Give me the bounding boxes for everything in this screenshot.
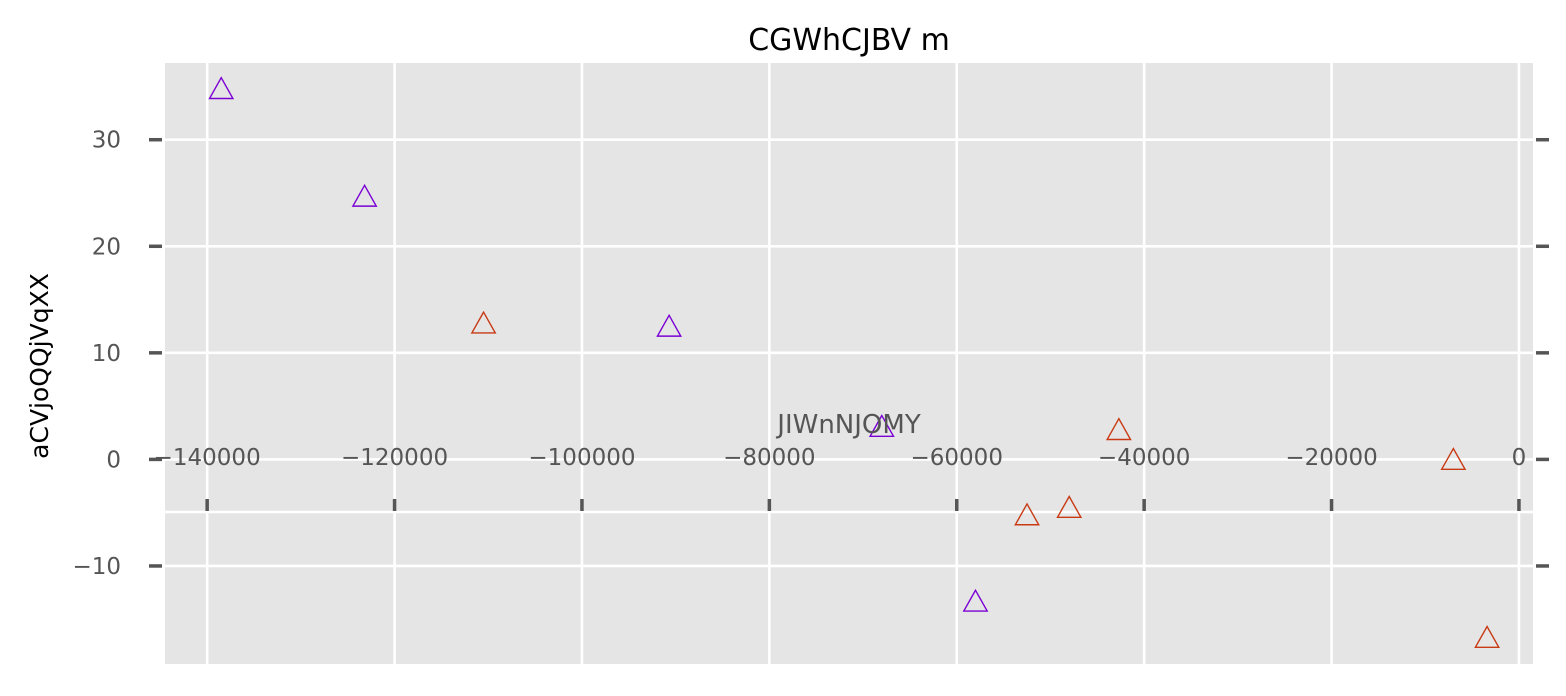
x-tick-label: −20000 (1285, 445, 1377, 471)
data-point (1440, 447, 1467, 471)
y-tick-label: −10 (72, 554, 121, 580)
y-tick-label: 30 (92, 128, 121, 154)
x-tick-label: −140000 (154, 445, 261, 471)
data-points (208, 76, 1500, 648)
y-tick-label: 10 (92, 341, 121, 367)
data-point (1105, 417, 1132, 441)
data-point (470, 310, 497, 334)
y-axis-label: aCVjoQQjVqXX (25, 273, 54, 459)
x-tick-label: −80000 (723, 445, 815, 471)
y-tick-label: 20 (92, 234, 121, 260)
data-point (1014, 502, 1040, 526)
chart-title: CGWhCJBV m (748, 23, 950, 58)
axis-ticks (149, 137, 1549, 568)
x-tick-label: −100000 (528, 445, 635, 471)
x-tick-label: −60000 (911, 445, 1003, 471)
data-point (351, 183, 378, 207)
data-point (962, 588, 989, 612)
grid-lines (165, 63, 1533, 664)
x-tick-label: 0 (1512, 445, 1527, 471)
data-point (208, 76, 235, 100)
y-tick-label: 0 (106, 447, 121, 473)
data-point (1474, 625, 1500, 648)
data-point (1056, 495, 1083, 518)
tick-labels: −140000 −120000 −100000 −80000 −60000 −40000 −… (72, 128, 1526, 580)
x-tick-label: −40000 (1098, 445, 1190, 471)
data-point (656, 313, 682, 337)
x-axis-label: JIWnNJOMY (775, 410, 921, 440)
x-tick-label: −120000 (341, 445, 448, 471)
plot-background (165, 63, 1533, 664)
data-point (868, 414, 895, 438)
